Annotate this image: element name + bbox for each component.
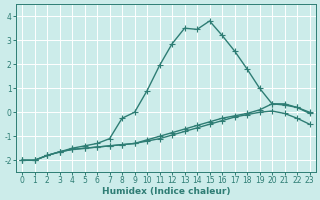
X-axis label: Humidex (Indice chaleur): Humidex (Indice chaleur) [101,187,230,196]
